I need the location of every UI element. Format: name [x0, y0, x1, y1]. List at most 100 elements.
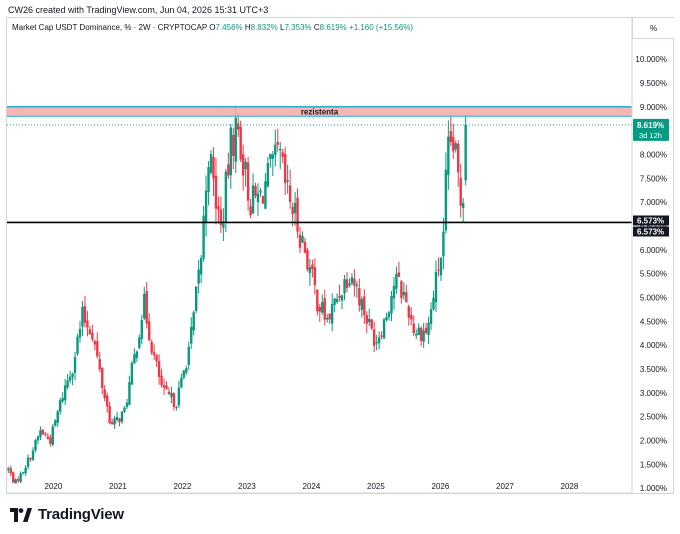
candle-body — [133, 354, 136, 364]
candle-body — [140, 320, 143, 339]
low-value: 7.353% — [284, 23, 312, 32]
candle-body — [152, 352, 156, 356]
candle-body — [434, 271, 438, 303]
last-price-badge — [633, 118, 669, 141]
candle-body — [303, 241, 307, 253]
candle-body — [402, 291, 406, 296]
candle-body — [9, 468, 12, 474]
candle-body — [392, 285, 396, 299]
candle-body — [429, 309, 433, 324]
candle-body — [254, 185, 257, 197]
candle-body — [63, 385, 67, 401]
y-tick-label: 4.000% — [640, 341, 667, 350]
candle-body — [353, 278, 356, 286]
candle-body — [326, 317, 329, 320]
candle-body — [175, 406, 178, 408]
support-price-badge — [633, 215, 669, 226]
candle-body — [29, 458, 32, 460]
candle-body — [281, 152, 284, 158]
candle-body — [449, 131, 453, 143]
candle-body — [279, 148, 282, 151]
candle-body — [358, 288, 361, 306]
high-label: H — [244, 23, 251, 32]
candle-body — [442, 231, 445, 257]
candle-body — [452, 136, 455, 152]
candle-body — [160, 375, 163, 386]
candle-body — [370, 319, 373, 329]
candle-body — [340, 295, 344, 301]
candle-body — [155, 355, 158, 362]
change-value: +1.160 (+15.56%) — [349, 23, 414, 32]
candle-body — [143, 294, 146, 319]
candle-body — [219, 209, 223, 226]
y-tick-label: 8.000% — [640, 150, 667, 159]
candle-body — [318, 307, 321, 312]
candle-body — [360, 299, 364, 310]
candle-body — [397, 272, 401, 277]
candle-body — [274, 144, 277, 155]
candle-body — [167, 391, 171, 395]
candle-body — [387, 312, 391, 318]
candle-body — [306, 250, 309, 270]
candle-body — [7, 468, 10, 470]
candle-body — [91, 332, 94, 340]
candle-body — [76, 336, 79, 354]
candle-body — [345, 279, 349, 288]
candle-body — [105, 395, 109, 407]
candle-body — [182, 370, 186, 378]
x-tick-label: 2020 — [45, 482, 63, 491]
x-tick-label: 2026 — [432, 482, 450, 491]
candle-body — [276, 141, 279, 145]
candle-body — [382, 319, 386, 339]
candle-body — [103, 389, 106, 399]
candle-body — [405, 292, 408, 303]
candle-body — [157, 361, 161, 377]
candle-body — [180, 377, 183, 388]
y-tick-label: 1.000% — [640, 484, 667, 493]
y-tick-label: 5.500% — [640, 270, 667, 279]
candle-body — [73, 357, 77, 373]
candle-body — [241, 154, 245, 176]
candle-body — [148, 321, 151, 341]
low-label: L — [280, 23, 285, 32]
candle-body — [138, 337, 141, 348]
candle-body — [227, 164, 230, 176]
x-tick-label: 2023 — [238, 482, 256, 491]
candle-body — [83, 306, 87, 323]
brand-name: TradingView — [38, 506, 124, 523]
candle-body — [410, 314, 413, 320]
candle-body — [288, 185, 292, 203]
close-label: C — [313, 23, 320, 32]
candle-body — [427, 322, 430, 336]
last-price-label: 8.619% — [637, 121, 664, 130]
candle-body — [395, 273, 398, 289]
watermark-caption: CW26 created with TradingView.com, Jun 0… — [8, 5, 269, 15]
candle-body — [444, 169, 448, 231]
candle-body — [194, 286, 198, 311]
candle-body — [407, 306, 410, 318]
y-tick-label: 2.000% — [640, 437, 667, 446]
y-axis: 1.000% 1.500% 2.000% 2.500% 3.000% 3.500% 4.00… — [631, 18, 667, 493]
candle-body — [298, 234, 302, 248]
candle-body — [81, 306, 84, 327]
candle-body — [368, 318, 371, 323]
candle-body — [261, 195, 265, 204]
candle-body — [372, 329, 376, 346]
candle-body — [328, 313, 331, 320]
candle-body — [162, 385, 166, 388]
candle-body — [338, 295, 341, 299]
candle-body — [244, 161, 247, 170]
candle-body — [422, 330, 425, 342]
candle-body — [365, 314, 368, 324]
candle-body — [68, 376, 72, 381]
candle-body — [125, 402, 129, 407]
candle-body — [49, 437, 52, 444]
candle-body — [51, 426, 54, 445]
resistance-zone-label: rezistenta — [301, 108, 339, 117]
candle-body — [464, 124, 467, 181]
candle-body — [212, 156, 215, 179]
candle-body — [249, 206, 252, 216]
candle-body — [390, 295, 393, 314]
tradingview-brand: TradingView — [10, 506, 124, 523]
